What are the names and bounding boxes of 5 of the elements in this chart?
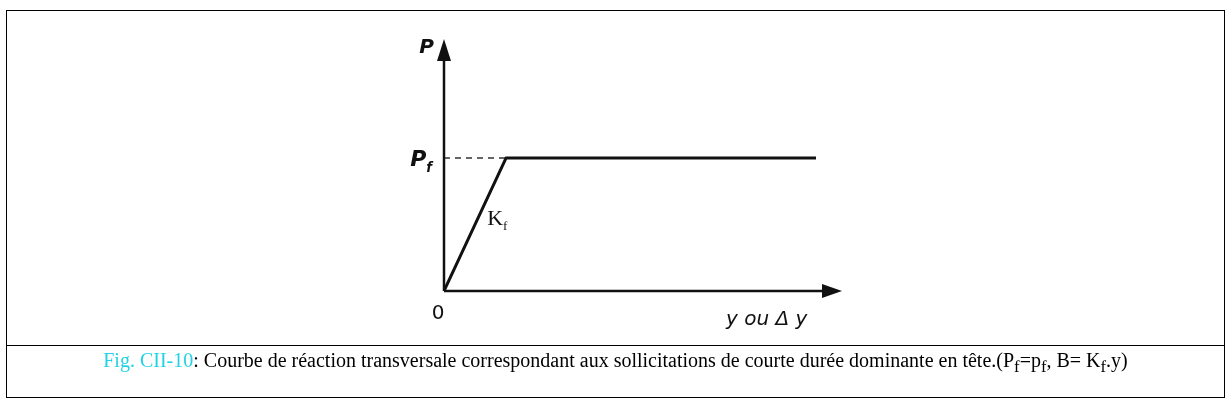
text: P [419,34,435,58]
text: : Courbe de réaction transversale correspondant aux sollicitations de courte durée dominante en tête.(P$_{f}$=p$_{f}$, B= K$_{f}$.y) [193,349,1128,376]
x-axis-title: y ou Δ y [725,306,809,330]
text: 0 [431,300,445,324]
text: Fig. CII-10 [103,349,194,371]
